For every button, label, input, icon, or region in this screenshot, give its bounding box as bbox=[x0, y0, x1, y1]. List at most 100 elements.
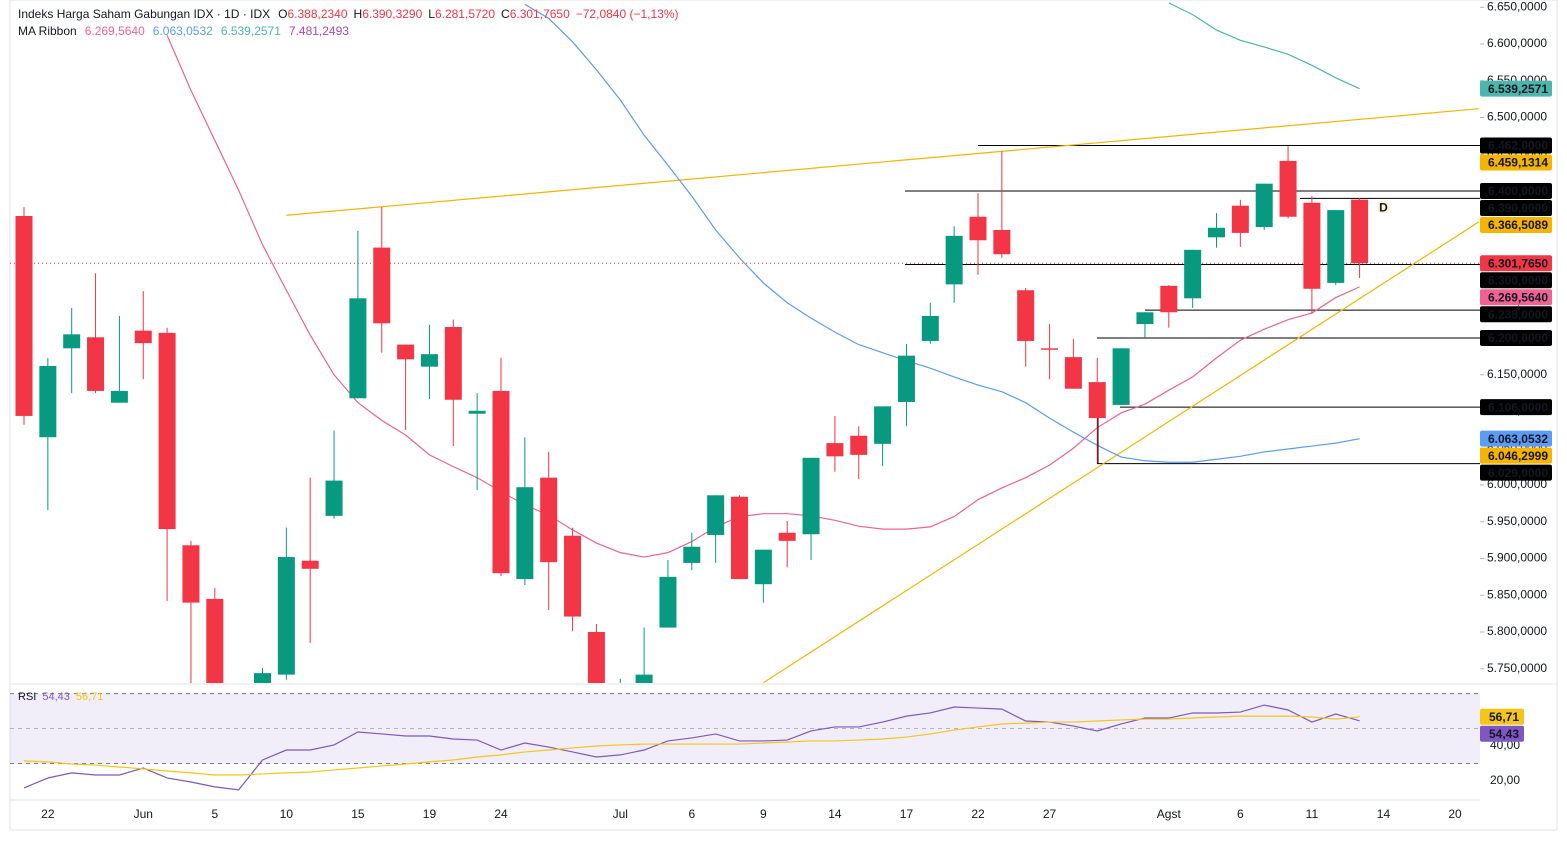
y-tick-label: 6.500,0000 bbox=[1487, 110, 1547, 124]
candle-body bbox=[897, 355, 915, 402]
candle-body bbox=[1303, 202, 1321, 289]
candle-body bbox=[420, 354, 438, 367]
price-label-box bbox=[1480, 289, 1552, 306]
candle-body bbox=[659, 576, 677, 628]
price-label-box bbox=[1480, 272, 1552, 289]
candle-body bbox=[158, 332, 176, 530]
price-label: 6.106,0000 bbox=[1488, 400, 1548, 414]
price-label-box bbox=[1480, 217, 1552, 234]
ohlc-key: H bbox=[354, 7, 363, 21]
y-tick-label: 6.600,0000 bbox=[1487, 36, 1547, 50]
candle-body bbox=[826, 443, 844, 457]
x-tick-label: 17 bbox=[900, 807, 914, 821]
ma-line bbox=[524, 3, 1360, 463]
change: −72,0840 (−1,13%) bbox=[576, 7, 679, 21]
candle-body bbox=[397, 344, 415, 360]
price-label-box bbox=[1480, 330, 1552, 347]
rsi-value: 54,43 bbox=[42, 691, 70, 703]
ohlc-key: C bbox=[501, 7, 510, 21]
dividend-marker-label: D bbox=[1379, 200, 1388, 214]
rsi-line bbox=[23, 704, 1360, 791]
ma-value: 6.063,0532 bbox=[153, 24, 213, 38]
candle-body bbox=[635, 674, 653, 683]
candle-body bbox=[349, 298, 367, 399]
candle-body bbox=[444, 326, 462, 400]
ma-line bbox=[166, 34, 1360, 558]
candle-body bbox=[1327, 210, 1345, 283]
ma-value: 6.269,5640 bbox=[85, 24, 145, 38]
candle-body bbox=[754, 549, 772, 585]
candle-body bbox=[874, 406, 892, 444]
x-tick-label: 11 bbox=[1306, 807, 1319, 821]
candle-body bbox=[1112, 348, 1130, 405]
ohlc-value: 6.281,5720 bbox=[435, 7, 495, 21]
price-label-box bbox=[1480, 80, 1552, 97]
candle-body bbox=[1064, 357, 1082, 389]
candle-body bbox=[254, 673, 271, 683]
candle-body bbox=[15, 216, 33, 416]
candle-body bbox=[1136, 312, 1154, 325]
candle-body bbox=[325, 480, 343, 516]
candle-body bbox=[731, 496, 748, 580]
x-tick-label: 10 bbox=[280, 807, 294, 821]
rsi-label: 56,71 bbox=[1489, 710, 1519, 724]
ma-title: MA Ribbon bbox=[18, 24, 77, 38]
y-tick-label: 6.000,0000 bbox=[1487, 477, 1547, 491]
price-label: 6.390,0000 bbox=[1488, 201, 1548, 215]
candle-body bbox=[87, 337, 105, 391]
x-tick-label: 9 bbox=[760, 807, 767, 821]
candle-body bbox=[707, 495, 725, 535]
candle-body bbox=[969, 216, 987, 241]
price-label: 6.238,0000 bbox=[1488, 307, 1548, 321]
x-tick-label: 6 bbox=[688, 807, 695, 821]
x-tick-label: 14 bbox=[1377, 807, 1391, 821]
price-label: 6.459,1314 bbox=[1488, 156, 1548, 170]
candle-body bbox=[540, 477, 558, 563]
x-tick-label: 15 bbox=[351, 807, 365, 821]
candle-body bbox=[206, 598, 224, 683]
candle-body bbox=[1208, 227, 1225, 238]
y-tick-label: 6.650,0000 bbox=[1487, 0, 1547, 13]
candle-body bbox=[612, 685, 629, 690]
rsi-label-box bbox=[1480, 708, 1524, 725]
candle-body bbox=[1231, 205, 1249, 233]
price-label-box bbox=[1480, 399, 1552, 416]
y-tick-label: 6.150,0000 bbox=[1487, 367, 1547, 381]
ohlc-value: 6.388,2340 bbox=[287, 7, 347, 21]
x-tick-label: 24 bbox=[494, 807, 508, 821]
price-label-box bbox=[1480, 154, 1552, 171]
header: Indeks Harga Saham Gabungan IDX · 1D · I… bbox=[18, 7, 679, 21]
price-label-box bbox=[1480, 464, 1552, 481]
x-tick-label: Jun bbox=[134, 807, 153, 821]
rsi-label: 54,43 bbox=[1489, 727, 1519, 741]
rsi-legend: RSI 54,43 56,71 bbox=[18, 691, 103, 703]
candle-body bbox=[39, 365, 57, 438]
x-tick-label: 19 bbox=[423, 807, 437, 821]
price-label: 6.063,0532 bbox=[1488, 432, 1548, 446]
y-tick-label: 5.950,0000 bbox=[1487, 514, 1547, 528]
ohlc-key: L bbox=[428, 7, 435, 21]
rsi-title: RSI bbox=[18, 691, 36, 703]
rsi-line bbox=[23, 715, 1360, 776]
x-tick-label: 22 bbox=[971, 807, 985, 821]
price-label: 6.366,5089 bbox=[1488, 218, 1548, 232]
rsi-label-box bbox=[1480, 725, 1524, 742]
candle-body bbox=[1279, 160, 1297, 217]
candle-body bbox=[802, 457, 820, 535]
price-label-box bbox=[1480, 183, 1552, 200]
candle-body bbox=[564, 535, 582, 617]
x-tick-label: 14 bbox=[828, 807, 842, 821]
rsi-pane bbox=[10, 693, 1480, 791]
x-tick-label: 27 bbox=[1043, 807, 1057, 821]
y-tick-label: 5.850,0000 bbox=[1487, 587, 1547, 601]
candle-body bbox=[301, 560, 319, 569]
candle-body bbox=[1255, 183, 1273, 228]
price-label: 6.301,7650 bbox=[1488, 256, 1548, 270]
ma-value: 7.481,2493 bbox=[289, 24, 349, 38]
price-label-box bbox=[1480, 306, 1552, 323]
ma-line bbox=[1168, 2, 1360, 90]
candle-body bbox=[683, 546, 701, 563]
candle-body bbox=[63, 334, 81, 349]
y-tick-label: 5.800,0000 bbox=[1487, 624, 1547, 638]
dividend-marker bbox=[1376, 200, 1391, 215]
